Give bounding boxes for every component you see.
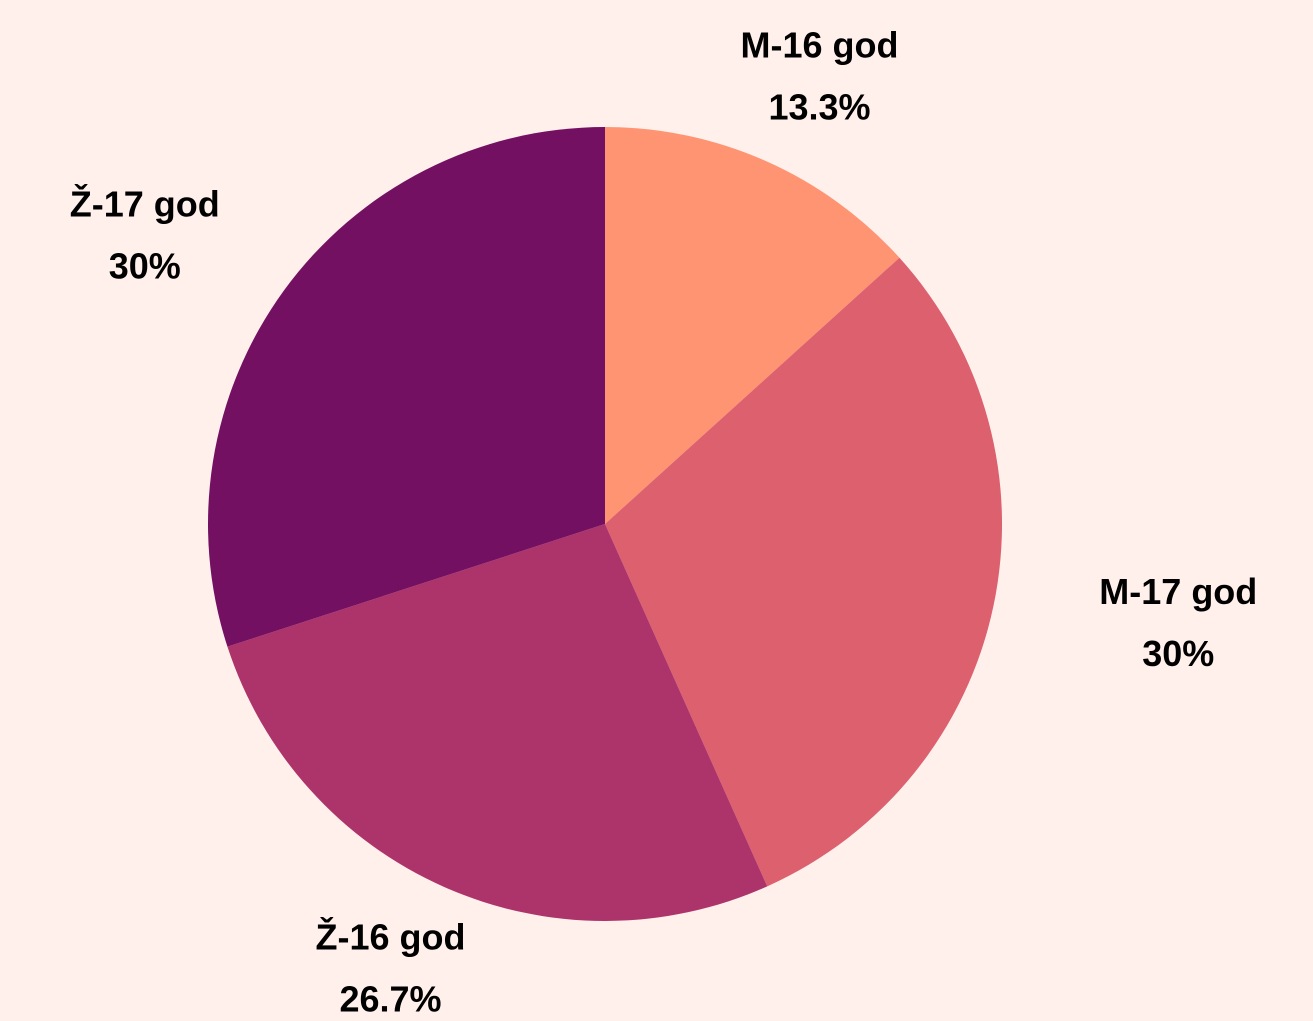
- slice-value-label: 26.7%: [339, 979, 441, 1020]
- pie-slice: [605, 257, 1002, 887]
- slice-value-label: 13.3%: [768, 86, 870, 127]
- slice-value-label: 30%: [109, 246, 181, 287]
- pie-slice: [207, 127, 606, 647]
- pie-slice: [605, 127, 900, 524]
- slice-label: M-17 god: [1099, 571, 1257, 612]
- pie-slice: [227, 524, 768, 921]
- slice-value-label: 30%: [1142, 633, 1214, 674]
- slice-label: Ž-16 god: [316, 916, 466, 958]
- slice-label: M-16 god: [740, 24, 898, 65]
- slice-label: Ž-17 god: [70, 183, 220, 225]
